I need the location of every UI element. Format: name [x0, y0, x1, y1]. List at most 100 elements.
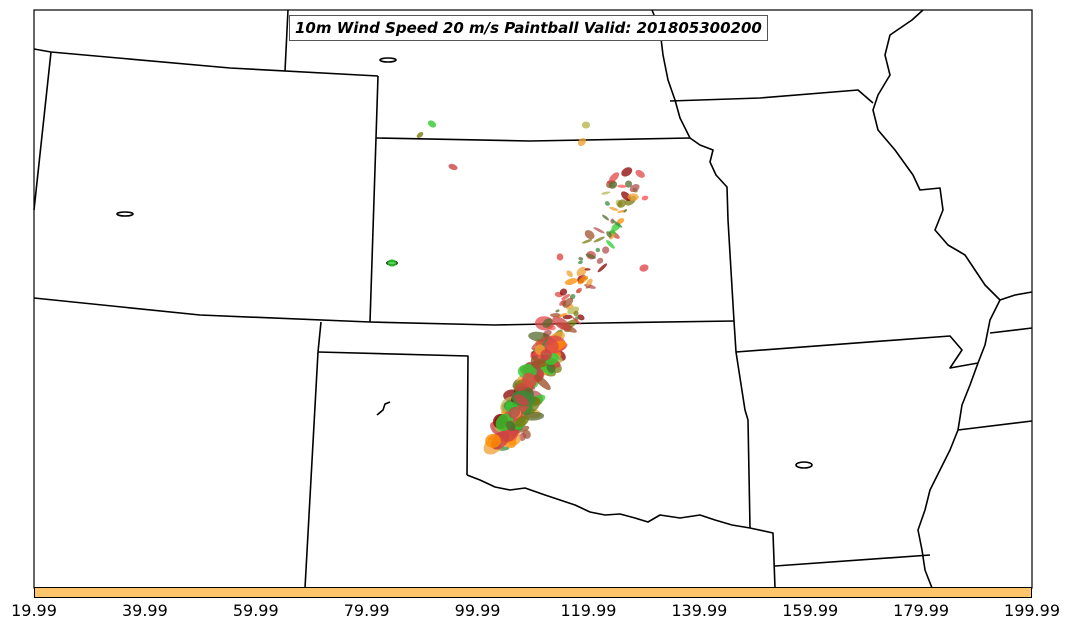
paintball-blob [608, 181, 618, 189]
paintball-blob [522, 372, 537, 388]
paintball-blob [542, 318, 553, 328]
paintball-blob [584, 230, 595, 240]
border-la-ar [774, 554, 931, 567]
border-ky-tn [989, 327, 1033, 334]
paintball-blob [621, 167, 633, 177]
border-co-south [33, 297, 371, 323]
paintball-blob [575, 287, 582, 294]
border-mo-ar [735, 335, 979, 369]
paintball-blob [505, 420, 516, 432]
paintball-blob [602, 214, 610, 221]
border-wy-south [33, 48, 379, 77]
paintball-blob [616, 218, 625, 225]
paintball-blob [577, 314, 585, 321]
paintball-blob [534, 374, 551, 391]
paintball-blob [508, 406, 521, 419]
paintball-blob [635, 169, 645, 178]
paintball-blob [557, 313, 568, 318]
paintball-blob [617, 209, 626, 213]
paintball-blob [596, 257, 604, 264]
paintball-blob [641, 195, 649, 201]
paintball-blob [556, 253, 564, 261]
border-ne-ks [375, 137, 691, 142]
paintball-blob [584, 268, 591, 271]
border-ks-mo [689, 137, 735, 322]
paintball-blob [586, 278, 593, 287]
paintball-blob [576, 266, 587, 277]
lake-co [116, 211, 134, 217]
border-mississippi-upper [872, 9, 1033, 301]
colorbar-tick-label: 79.99 [343, 601, 390, 620]
paintball-blob [514, 415, 529, 428]
paintball-blob [564, 278, 578, 286]
paintball-blob [578, 257, 584, 261]
paintball-blob [550, 313, 561, 318]
border-red-river [466, 474, 751, 529]
border-ok-ar [733, 320, 751, 529]
border-nm-tx [304, 351, 319, 589]
colorbar [34, 587, 1032, 598]
paintball-blob [577, 137, 587, 147]
paintball-blob [540, 349, 552, 361]
paintball-blob [562, 297, 574, 308]
paintball-blob [530, 355, 541, 369]
paintball-blob [606, 240, 615, 249]
lake-nebraska [379, 57, 397, 63]
paintball-blob [604, 201, 610, 206]
paintball-blob [585, 253, 596, 259]
border-co-west [33, 51, 52, 211]
paintball-blob [485, 433, 501, 448]
border-ar-tx [749, 527, 776, 589]
colorbar-tick-label: 59.99 [232, 601, 279, 620]
paintball-blob [593, 227, 605, 234]
paintball-blob [606, 231, 612, 238]
paintball-blob [559, 299, 567, 306]
colorbar-tick-label: 159.99 [782, 601, 839, 620]
paintball-blob [448, 163, 458, 171]
paintball-blob [623, 209, 628, 213]
paintball-blob [617, 184, 627, 188]
paintball-blob [572, 316, 582, 325]
paintball-blob [514, 394, 529, 406]
border-tn-ms [957, 420, 1033, 431]
paintball-blob [617, 199, 627, 208]
colorbar-tick-label: 139.99 [671, 601, 728, 620]
paintball-blob [387, 259, 397, 267]
colorbar-tick-label: 199.99 [1004, 601, 1060, 620]
paintball-blob [639, 264, 649, 272]
paintball-blob [581, 121, 591, 129]
paintball-blob [562, 314, 573, 320]
border-ia-mo [669, 89, 874, 104]
paintball-blob [566, 270, 573, 278]
paintball-blob [595, 247, 601, 253]
border-mississippi-lower [917, 299, 1001, 589]
map-title: 10m Wind Speed 20 m/s Paintball Valid: 2… [289, 15, 768, 41]
paintball-blob [593, 236, 605, 243]
border-ok-panhandle-west [317, 321, 322, 353]
paintball-blob [416, 131, 424, 139]
paintball-blob [611, 219, 623, 228]
colorbar-tick-label: 19.99 [11, 601, 57, 620]
paintball-blob [427, 120, 437, 128]
paintball-blob [578, 260, 583, 265]
paintball-blob [519, 432, 527, 441]
border-ok-tx-panhandle [317, 351, 469, 476]
colorbar-tick-label: 99.99 [454, 601, 501, 620]
paintball-blob [552, 316, 571, 331]
border-ne-west [284, 9, 289, 72]
paintball-blob [581, 239, 593, 244]
paintball-blob [627, 193, 639, 201]
colorbar-tick-label: 119.99 [560, 601, 617, 620]
paintball-blob [602, 246, 610, 254]
paintball-blobs [387, 120, 649, 455]
paintball-blob [573, 310, 579, 317]
paintball-blob [577, 275, 588, 285]
paintball-blob [559, 288, 568, 296]
paintball-blob [561, 294, 571, 300]
paintball-blob [597, 263, 608, 273]
paintball-blob [609, 172, 620, 183]
paintball-blob [601, 191, 611, 195]
state-boundaries [33, 9, 1033, 589]
paintball-blob [629, 183, 640, 193]
